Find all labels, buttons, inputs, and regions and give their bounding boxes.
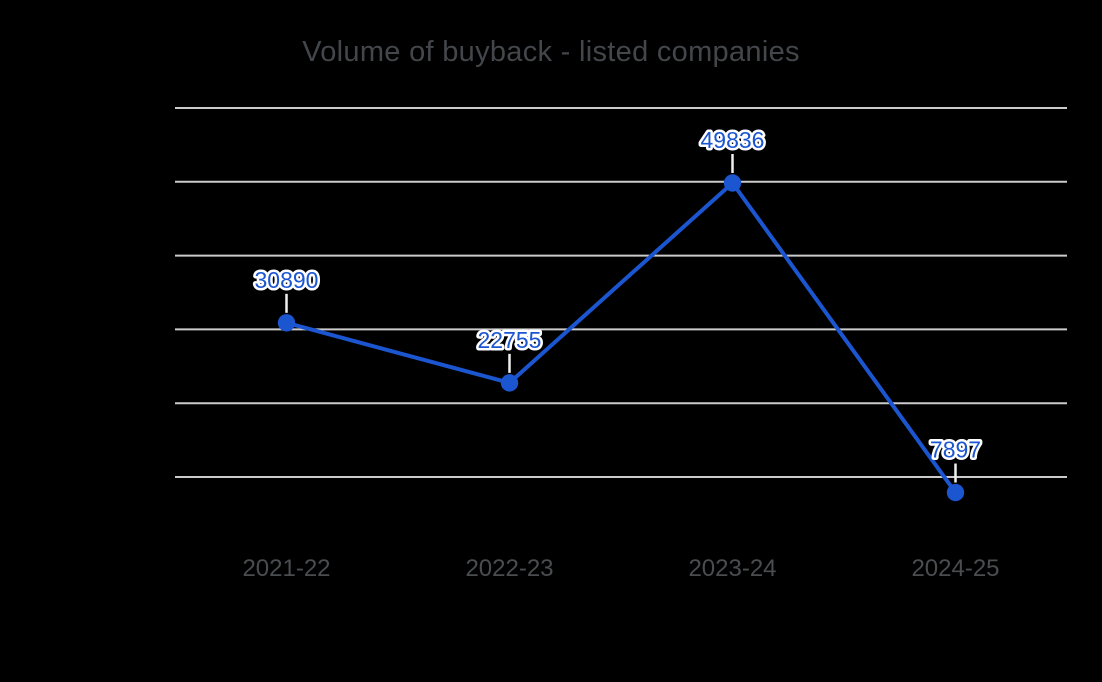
data-label: 7897: [930, 437, 981, 463]
data-point: [723, 174, 742, 192]
data-point: [946, 483, 965, 502]
data-label: 30890: [255, 267, 319, 293]
x-axis-label: 2023-24: [688, 555, 776, 582]
x-axis-label: 2022-23: [465, 555, 553, 582]
x-axis-label: 2024-25: [911, 555, 999, 582]
x-axis-label: 2021-22: [242, 555, 330, 582]
data-label: 49836: [701, 127, 765, 153]
chart-title: Volume of buyback - listed companies: [302, 36, 800, 68]
series-line: [284, 181, 958, 495]
data-point: [500, 374, 519, 392]
data-label: 22755: [478, 327, 542, 353]
data-point: [277, 314, 296, 332]
